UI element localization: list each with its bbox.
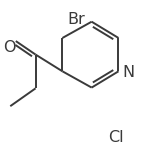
Text: N: N [123, 65, 135, 80]
Text: Cl: Cl [108, 130, 124, 145]
Text: Br: Br [67, 12, 85, 27]
Text: O: O [3, 40, 15, 55]
